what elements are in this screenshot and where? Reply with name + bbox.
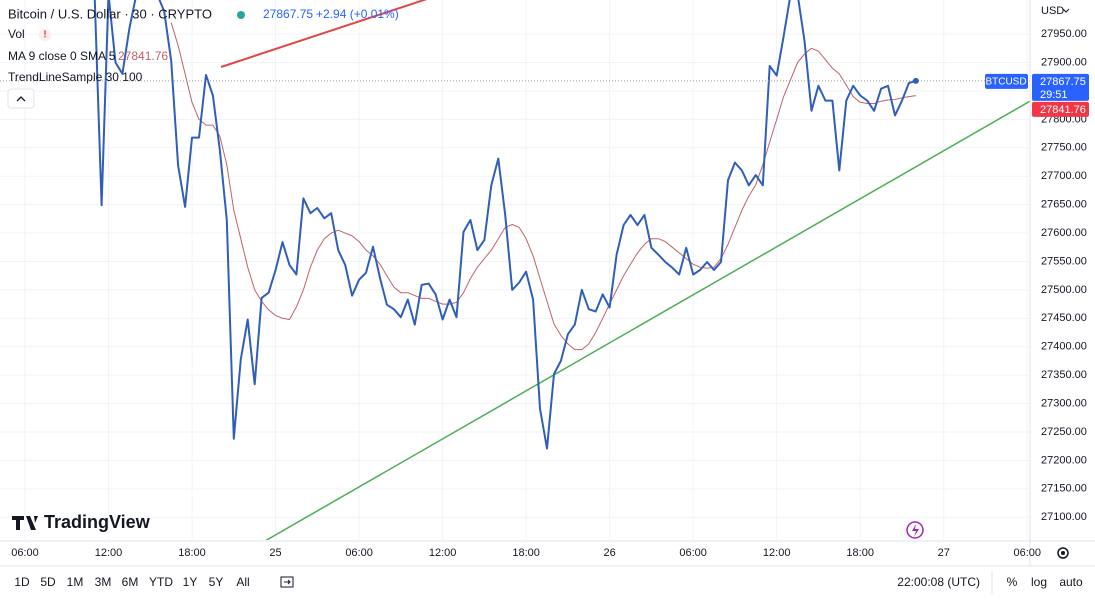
range-button[interactable]: YTD (149, 575, 173, 589)
x-tick-label: 06:00 (11, 547, 39, 559)
y-tick-label: 27100.00 (1041, 511, 1087, 523)
plot (0, 0, 1030, 540)
series-line (170, 22, 916, 351)
y-tick-label: 27700.00 (1041, 170, 1087, 182)
x-tick-label: 12:00 (95, 547, 123, 559)
currency[interactable]: USD (1041, 5, 1064, 17)
y-tick-label: 27400.00 (1041, 341, 1087, 353)
range-button[interactable]: 5Y (209, 575, 224, 589)
range-button[interactable]: All (236, 575, 249, 589)
watermark-text: TradingView (44, 512, 151, 532)
x-tick-label: 12:00 (429, 547, 457, 559)
series-line (93, 0, 917, 450)
last-price-dot (912, 77, 919, 84)
market-status (237, 11, 245, 19)
range-button[interactable]: 5D (40, 575, 56, 589)
clock[interactable]: 22:00:08 (UTC) (897, 575, 980, 589)
legend-ma: MA 9 close 0 SMA 5 (8, 49, 116, 63)
scale-option[interactable]: log (1031, 575, 1047, 589)
trend-line-green (265, 100, 1030, 540)
x-tick-label: 06:00 (345, 547, 373, 559)
trend-line-red (220, 0, 428, 68)
range-button[interactable]: 6M (122, 575, 139, 589)
y-tick-label: 27450.00 (1041, 312, 1087, 324)
watermark: TradingView (12, 512, 151, 532)
ma-tag (1032, 101, 1089, 117)
x-tick-label: 18:00 (846, 547, 874, 559)
event-bolt (912, 524, 919, 537)
ma-tag-text: 27841.76 (1040, 104, 1086, 116)
scale-option[interactable]: % (1007, 575, 1018, 589)
countdown: 29:51 (1040, 89, 1068, 101)
symbol-tag (985, 73, 1028, 89)
x-tick-label: 12:00 (763, 547, 791, 559)
x-tick-label: 25 (269, 547, 281, 559)
collapse-arrow (16, 96, 26, 102)
grid (0, 0, 1030, 540)
event-icon[interactable] (906, 521, 924, 539)
price-tag (1032, 73, 1089, 101)
legend-price: 27867.75 (263, 7, 313, 21)
vol-warning: ! (43, 30, 46, 41)
vol-warning-bg[interactable] (39, 29, 51, 41)
legend-ma-value: 27841.76 (118, 49, 168, 63)
compare-icon[interactable] (280, 576, 294, 588)
settings-icon[interactable] (1057, 547, 1069, 559)
y-tick-label: 27350.00 (1041, 369, 1087, 381)
scale-option[interactable]: auto (1059, 575, 1083, 589)
logo-icon (12, 516, 38, 530)
y-tick-label: 27300.00 (1041, 397, 1087, 409)
y-tick-label: 27950.00 (1041, 28, 1087, 40)
x-tick-label: 27 (938, 547, 950, 559)
y-tick-label: 27150.00 (1041, 483, 1087, 495)
collapse-button[interactable] (7, 88, 35, 109)
x-tick-label: 26 (604, 547, 616, 559)
y-tick-label: 27250.00 (1041, 426, 1087, 438)
y-tick-label: 27600.00 (1041, 227, 1087, 239)
y-tick-label: 27650.00 (1041, 199, 1087, 211)
x-tick-label: 06:00 (679, 547, 707, 559)
y-tick-label: 27550.00 (1041, 255, 1087, 267)
symbol-tag-text: BTCUSD (985, 76, 1026, 87)
time-axis: 06:00 12:00 18:00 25 06:00 12:00 18:00 26 06:00 1… (11, 547, 1041, 559)
x-tick-label: 18:00 (178, 547, 206, 559)
range-button[interactable]: 1Y (183, 575, 198, 589)
legend-change: +2.94 (+0.01%) (316, 7, 399, 21)
currency-caret (1062, 8, 1070, 13)
y-tick-label: 27750.00 (1041, 142, 1087, 154)
y-tick-label: 27500.00 (1041, 284, 1087, 296)
legend-vol: Vol (8, 27, 25, 41)
toolbar: 1D 5D 1M 3M 6M YTD 1Y 5Y All% log auto (14, 575, 1083, 589)
symbol-title: Bitcoin / U.S. Dollar · 30 · CRYPTO (8, 6, 212, 21)
range-button[interactable]: 1D (14, 575, 30, 589)
range-button[interactable]: 1M (67, 575, 84, 589)
legend-trend: TrendLineSample 30 100 (8, 70, 143, 84)
y-tick-label: 27900.00 (1041, 56, 1087, 68)
range-button[interactable]: 3M (95, 575, 112, 589)
y-tick-label: 27200.00 (1041, 454, 1087, 466)
x-tick-label: 18:00 (512, 547, 540, 559)
price-tag-text: 27867.75 (1040, 76, 1086, 88)
x-tick-label: 06:00 (1013, 547, 1041, 559)
